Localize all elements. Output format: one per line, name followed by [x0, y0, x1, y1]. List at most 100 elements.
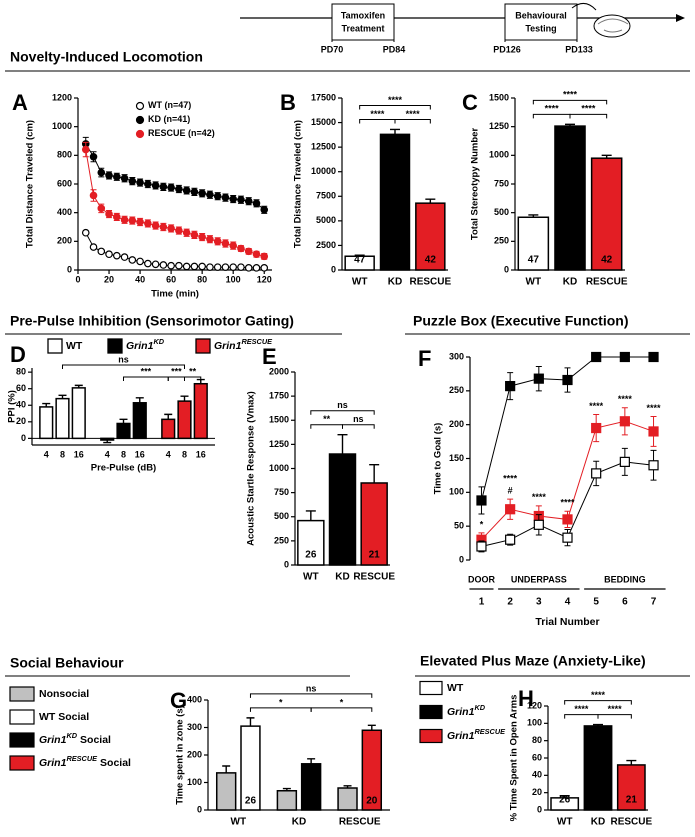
y-tick-label: 1500	[489, 92, 509, 102]
n-label: 26	[245, 796, 257, 807]
marker	[159, 183, 168, 191]
marker	[619, 456, 630, 467]
x-tick-label: WT	[352, 277, 368, 288]
panel-letter: B	[280, 90, 296, 115]
legend-label: RESCUE (n=42)	[148, 128, 215, 138]
marker	[128, 177, 137, 185]
marker	[591, 468, 602, 479]
y-tick-label: 250	[494, 236, 509, 246]
y-tick-label: 750	[274, 487, 289, 497]
significance-label: ****	[574, 704, 589, 714]
marker	[128, 216, 137, 225]
bar	[554, 125, 586, 271]
x-axis-label: Pre-Pulse (dB)	[91, 463, 156, 474]
x-tick-label: 8	[121, 449, 126, 459]
marker	[244, 247, 253, 256]
significance-bracket	[62, 364, 185, 369]
legend-marker	[135, 101, 145, 111]
panel-letter: D	[10, 342, 26, 367]
significance-bracket	[310, 707, 373, 712]
marker	[151, 181, 160, 190]
x-tick-label: 8	[182, 449, 187, 459]
legend-label: WT Social	[39, 711, 89, 723]
y-tick-label: 10000	[311, 166, 336, 176]
bar	[616, 764, 646, 811]
section-title: Social Behaviour	[10, 655, 124, 671]
y-tick-label: 12500	[311, 142, 336, 152]
n-label: 41	[389, 255, 401, 266]
bar	[132, 402, 147, 440]
marker	[105, 171, 113, 180]
marker	[198, 233, 206, 241]
bar	[344, 255, 375, 271]
annotation: *	[480, 519, 484, 529]
marker	[151, 221, 160, 230]
x-tick-label: WT	[231, 817, 247, 828]
y-tick-label: 100	[187, 777, 202, 787]
significance-label: **	[189, 366, 197, 376]
timeline-step: Tamoxifen	[341, 10, 385, 20]
error-bar	[305, 510, 316, 521]
marker	[198, 189, 206, 198]
marker	[505, 504, 516, 515]
series-line	[85, 149, 265, 257]
marker	[151, 260, 160, 269]
y-tick-label: 1750	[269, 391, 289, 401]
legend-swatch	[9, 686, 35, 702]
marker	[591, 351, 602, 363]
significance-label: ****	[608, 704, 623, 714]
legend-swatch	[419, 680, 443, 696]
x-tick-label: KD	[335, 572, 349, 583]
marker	[136, 257, 144, 266]
y-tick-label: 400	[187, 694, 202, 704]
n-label: 42	[425, 255, 437, 266]
zone-label: UNDERPASS	[511, 574, 567, 584]
y-tick-label: 1000	[489, 150, 509, 160]
y-tick-label: 100	[449, 487, 464, 497]
n-label: 20	[592, 795, 604, 806]
x-tick-label: 3	[536, 597, 542, 608]
y-tick-label: 0	[67, 264, 72, 274]
marker	[167, 224, 175, 233]
y-tick-label: 2000	[269, 366, 289, 376]
legend-name: WT Social	[39, 711, 89, 723]
series-line	[85, 232, 265, 269]
legend-sup: KD	[153, 337, 164, 346]
marker	[648, 426, 659, 437]
legend-name: Grin1	[447, 706, 475, 718]
significance-bracket	[184, 376, 202, 381]
significance-label: *	[279, 697, 283, 707]
annotation: ****	[589, 401, 604, 411]
x-tick-label: 120	[257, 274, 272, 284]
y-tick-label: 600	[57, 178, 72, 188]
bar	[276, 790, 298, 811]
x-axis-label: Time (min)	[151, 289, 199, 300]
bar	[328, 453, 357, 566]
marker	[105, 250, 113, 259]
marker	[167, 261, 175, 270]
marker	[252, 199, 261, 208]
error-bar	[307, 758, 316, 764]
legend-sup: RESCUE	[241, 337, 273, 346]
section-title: Pre-Pulse Inhibition (Sensorimotor Gatin…	[10, 313, 294, 329]
x-tick-label: KD	[563, 277, 577, 288]
legend-label: Grin1RESCUE Social	[39, 754, 131, 769]
y-tick-label: 50	[454, 521, 464, 531]
marker	[221, 263, 230, 271]
significance-label: ***	[171, 366, 182, 376]
y-tick-label: 100	[527, 718, 542, 728]
marker	[144, 259, 152, 268]
y-tick-label: 200	[57, 236, 72, 246]
zone-label: BEDDING	[604, 574, 646, 584]
legend-label: WT	[447, 682, 464, 694]
marker	[89, 191, 98, 200]
marker	[136, 178, 144, 187]
legend-name: Grin1	[447, 730, 475, 742]
marker	[167, 183, 175, 192]
legend-label: Grin1RESCUE	[447, 727, 506, 742]
x-tick-label: 8	[60, 449, 65, 459]
x-tick-label: KD	[388, 277, 402, 288]
marker	[81, 145, 90, 154]
marker	[97, 204, 106, 213]
y-tick-label: 2500	[316, 240, 336, 250]
